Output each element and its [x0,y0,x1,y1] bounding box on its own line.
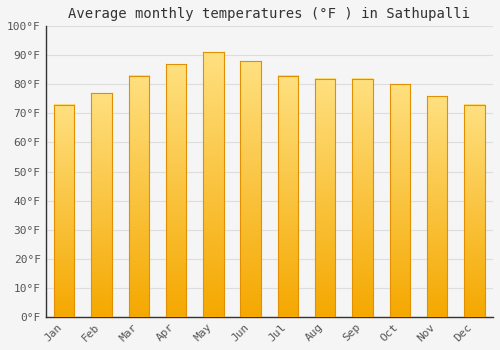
Title: Average monthly temperatures (°F ) in Sathupalli: Average monthly temperatures (°F ) in Sa… [68,7,470,21]
